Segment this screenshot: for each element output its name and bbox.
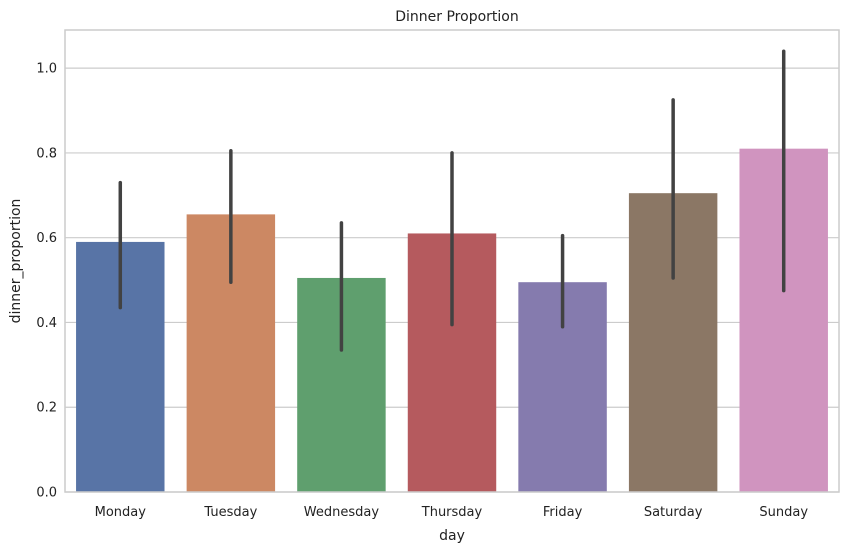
x-tick-label: Sunday xyxy=(759,505,808,520)
y-axis-label: dinner_proportion xyxy=(8,199,24,324)
plot-frame xyxy=(64,29,840,493)
chart-title: Dinner Proportion xyxy=(395,9,518,25)
x-tick-label: Saturday xyxy=(644,505,703,520)
x-tick-label: Wednesday xyxy=(304,505,380,520)
x-tick-label: Tuesday xyxy=(203,505,257,520)
y-tick-labels: 0.0 0.2 0.4 0.6 0.8 1.0 xyxy=(36,62,57,501)
error-bars xyxy=(118,49,786,352)
y-tick-label: 1.0 xyxy=(36,62,57,77)
y-tick-label: 0.2 xyxy=(36,401,57,416)
y-tick-label: 0.6 xyxy=(36,231,57,246)
y-tick-label: 0.8 xyxy=(36,146,57,161)
x-tick-label: Monday xyxy=(95,505,147,520)
x-tick-label: Thursday xyxy=(421,505,483,520)
y-tick-label: 0.0 xyxy=(36,486,57,501)
x-tick-label: Friday xyxy=(543,505,583,520)
x-tick-labels: Monday Tuesday Wednesday Thursday Friday Satu… xyxy=(95,505,809,520)
x-axis-label: day xyxy=(439,528,465,544)
y-tick-label: 0.4 xyxy=(36,316,57,331)
